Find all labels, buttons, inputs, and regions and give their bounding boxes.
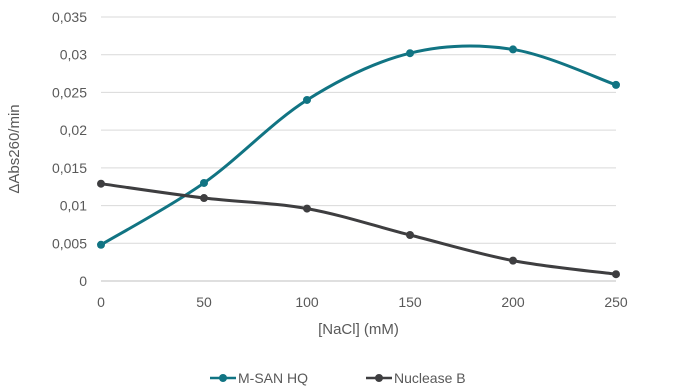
x-tick-label: 0 [97,294,105,310]
x-axis-title: [NaCl] (mM) [318,321,399,338]
legend-label: Nuclease B [394,370,466,386]
y-tick-label: 0,015 [52,160,87,176]
data-point [97,179,105,188]
data-point [97,240,105,249]
x-tick-label: 100 [295,294,319,310]
data-point [612,270,620,279]
legend-swatch-marker [219,374,227,382]
series-line [100,44,617,247]
y-axis-tick-labels: 0 0,005 0,01 0,015 0,02 0,025 0,03 0,035 [52,9,87,289]
x-axis-tick-labels: 0 50 100 150 200 250 [97,294,628,310]
data-point [303,204,311,213]
y-tick-label: 0,025 [52,84,87,100]
data-point [406,49,414,58]
legend: M-SAN HQ Nuclease B [210,370,466,386]
data-point [612,80,620,89]
series-line [100,182,617,276]
x-tick-label: 200 [501,294,525,310]
legend-swatch-marker [375,374,383,382]
data-point [509,256,517,265]
data-point [406,230,414,239]
y-tick-label: 0,03 [60,47,87,63]
series-2 [97,179,620,279]
legend-label: M-SAN HQ [238,370,308,386]
gridlines [101,16,616,244]
y-axis-title: ΔAbs260/min [6,104,23,193]
y-tick-label: 0,005 [52,235,87,251]
series-1 [97,44,620,249]
x-tick-label: 150 [398,294,422,310]
data-point [303,95,311,104]
y-tick-label: 0,035 [52,9,87,25]
legend-item: Nuclease B [366,370,466,386]
data-point [509,45,517,54]
x-tick-label: 50 [196,294,212,310]
y-tick-label: 0 [79,273,87,289]
data-point [200,194,208,203]
y-tick-label: 0,01 [60,198,87,214]
y-tick-label: 0,02 [60,122,87,138]
x-tick-label: 250 [604,294,628,310]
series-layer [97,44,620,279]
data-point [200,178,208,187]
legend-item: M-SAN HQ [210,370,308,386]
